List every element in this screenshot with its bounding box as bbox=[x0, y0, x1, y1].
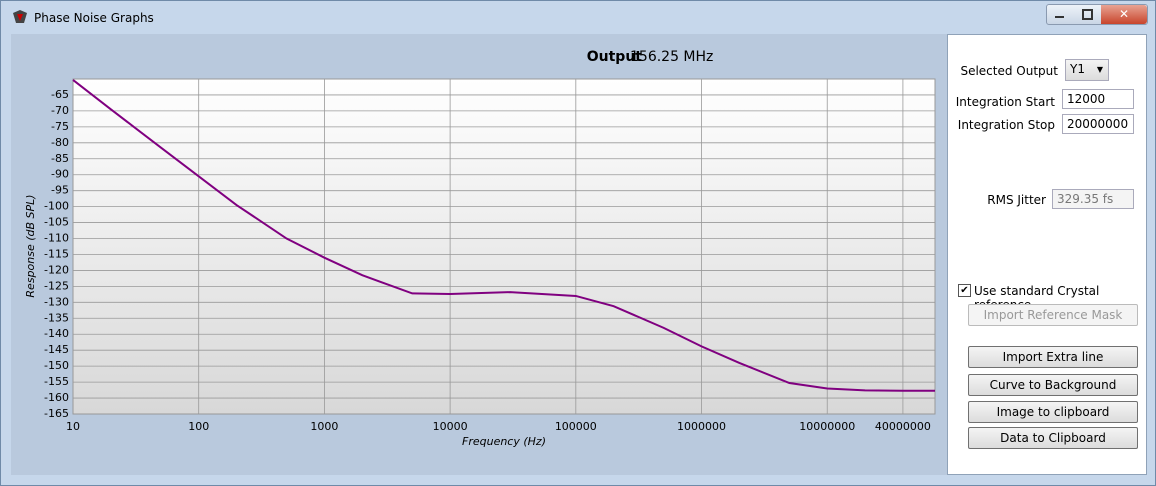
x-tick-label: 10000 bbox=[433, 420, 468, 433]
y-tick-label: -100 bbox=[44, 200, 69, 213]
app-icon bbox=[13, 10, 27, 23]
chart-subtitle: 156.25 MHz bbox=[630, 49, 713, 65]
x-tick-label: 1000000 bbox=[677, 420, 726, 433]
chart-title: Output bbox=[587, 49, 643, 65]
image-to-clipboard-button[interactable]: Image to clipboard bbox=[968, 401, 1138, 423]
selected-output-label: Selected Output bbox=[960, 64, 1058, 78]
y-tick-label: -160 bbox=[44, 391, 69, 404]
settings-panel: Selected Output Y1 ▼ Integration Start 12… bbox=[947, 34, 1147, 475]
y-tick-label: -110 bbox=[44, 232, 69, 245]
y-tick-label: -65 bbox=[51, 88, 69, 101]
rms-jitter-field: 329.35 fs bbox=[1052, 189, 1134, 209]
integration-start-label: Integration Start bbox=[955, 95, 1055, 109]
y-tick-label: -90 bbox=[51, 168, 69, 181]
chart: Output 156.25 MHz Frequency (Hz) Respons… bbox=[11, 34, 947, 475]
y-tick-label: -70 bbox=[51, 104, 69, 117]
curve-to-background-button[interactable]: Curve to Background bbox=[968, 374, 1138, 396]
x-tick-label: 100 bbox=[188, 420, 209, 433]
import-extra-line-button[interactable]: Import Extra line bbox=[968, 346, 1138, 368]
close-button[interactable]: ✕ bbox=[1101, 5, 1147, 24]
x-tick-label: 10 bbox=[66, 420, 80, 433]
y-tick-label: -95 bbox=[51, 184, 69, 197]
window-buttons: ✕ bbox=[1046, 4, 1148, 25]
y-tick-label: -80 bbox=[51, 136, 69, 149]
integration-stop-label: Integration Stop bbox=[957, 118, 1055, 132]
y-tick-label: -155 bbox=[44, 375, 69, 388]
minimize-button[interactable] bbox=[1047, 5, 1073, 24]
y-tick-label: -150 bbox=[44, 359, 69, 372]
y-tick-label: -165 bbox=[44, 407, 69, 420]
y-tick-label: -75 bbox=[51, 120, 69, 133]
data-line bbox=[72, 79, 935, 392]
data-to-clipboard-button[interactable]: Data to Clipboard bbox=[968, 427, 1138, 449]
x-tick-label: 100000 bbox=[555, 420, 597, 433]
rms-jitter-label: RMS Jitter bbox=[987, 193, 1046, 207]
integration-start-input[interactable]: 12000 bbox=[1062, 89, 1134, 109]
y-tick-label: -85 bbox=[51, 152, 69, 165]
x-tick-label: 1000 bbox=[310, 420, 338, 433]
y-tick-label: -145 bbox=[44, 343, 69, 356]
y-tick-label: -140 bbox=[44, 327, 69, 340]
y-tick-label: -130 bbox=[44, 295, 69, 308]
crystal-checkbox[interactable]: ✔ bbox=[958, 284, 971, 297]
maximize-button[interactable] bbox=[1074, 5, 1100, 24]
y-tick-label: -105 bbox=[44, 216, 69, 229]
x-tick-label: 10000000 bbox=[799, 420, 855, 433]
output-value: Y1 bbox=[1070, 62, 1085, 76]
y-tick-label: -125 bbox=[44, 279, 69, 292]
y-tick-label: -135 bbox=[44, 311, 69, 324]
x-tick-label: 40000000 bbox=[875, 420, 931, 433]
x-axis-label: Frequency (Hz) bbox=[462, 435, 546, 448]
window-title: Phase Noise Graphs bbox=[34, 11, 154, 25]
y-tick-label: -115 bbox=[44, 247, 69, 260]
integration-stop-input[interactable]: 20000000 bbox=[1062, 114, 1134, 134]
output-dropdown[interactable]: Y1 ▼ bbox=[1065, 59, 1109, 81]
y-tick-label: -120 bbox=[44, 263, 69, 276]
y-axis-label: Response (dB SPL) bbox=[24, 194, 37, 297]
plot-area bbox=[72, 78, 936, 415]
import-reference-mask-button[interactable]: Import Reference Mask bbox=[968, 304, 1138, 326]
